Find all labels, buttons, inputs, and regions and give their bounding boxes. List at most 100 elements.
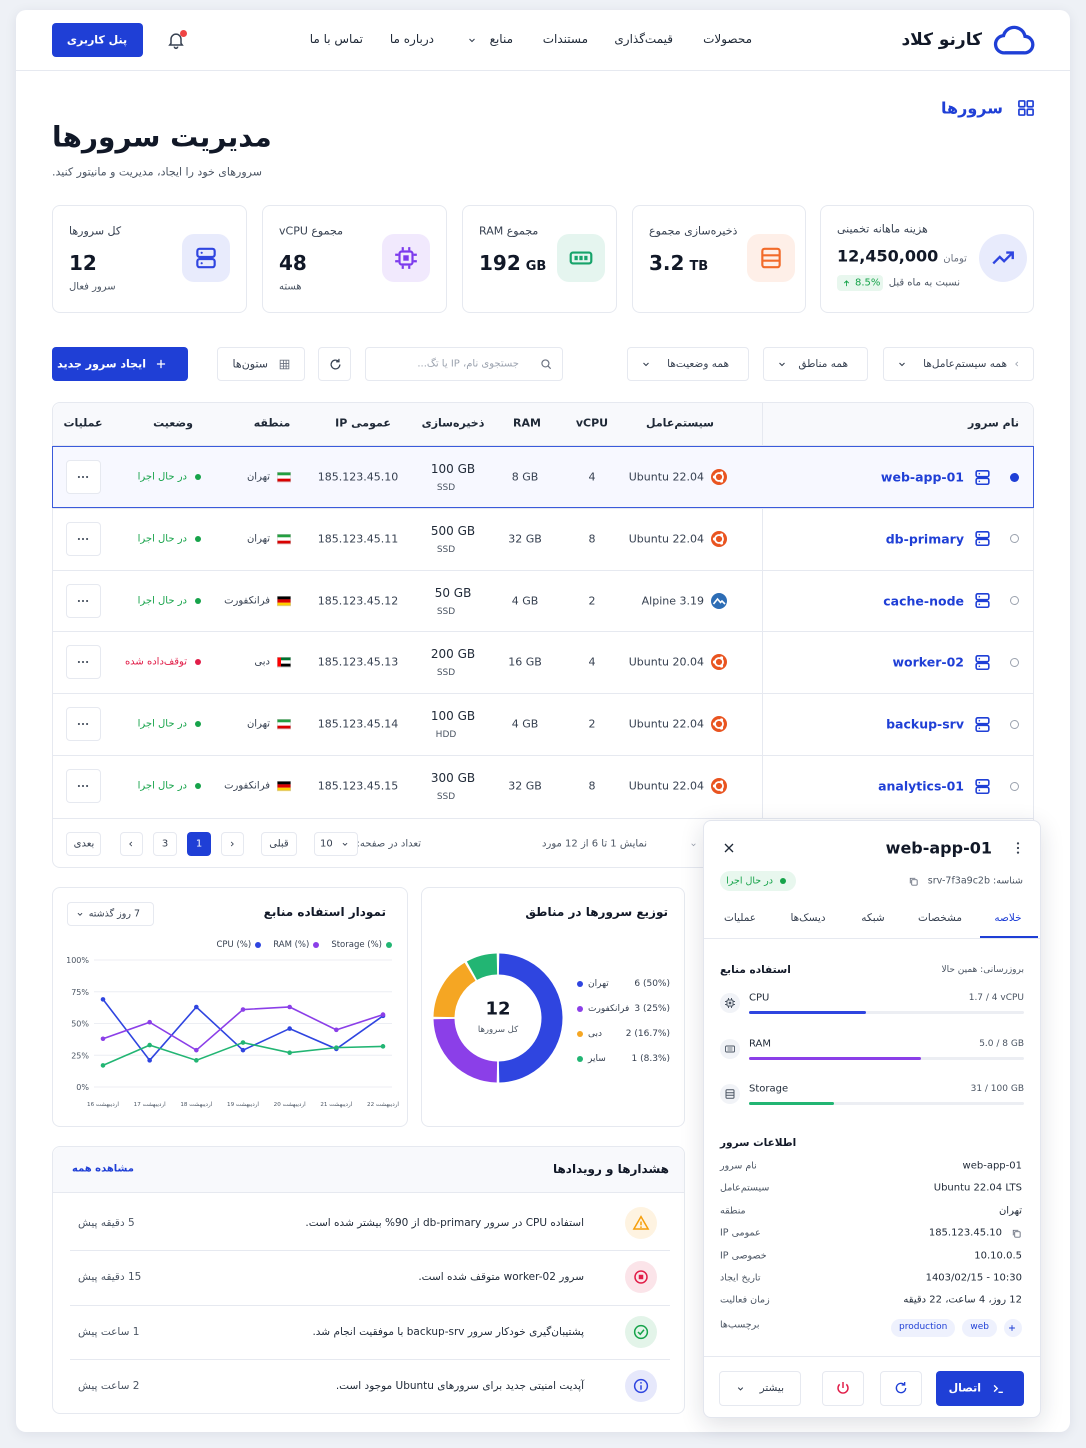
create-label[interactable]: ایجاد سرور جدید xyxy=(57,357,146,371)
icon-part xyxy=(974,716,990,725)
tab[interactable]: دیسک‌ها xyxy=(790,912,826,924)
icon-part xyxy=(579,255,583,261)
server-name[interactable]: worker-02 xyxy=(892,654,964,670)
alert-icon xyxy=(633,1324,649,1339)
row-radio[interactable] xyxy=(1010,781,1019,791)
legend-swatch xyxy=(313,942,320,948)
legend-item: Storage (%) xyxy=(331,940,392,950)
row-radio[interactable] xyxy=(1010,719,1019,729)
icon-part xyxy=(230,841,234,847)
server-name[interactable]: web-app-01 xyxy=(880,469,964,485)
nav-link[interactable]: منابع xyxy=(489,32,513,46)
more-button[interactable] xyxy=(719,1371,801,1406)
page-arrow[interactable] xyxy=(120,832,143,856)
filter-select[interactable] xyxy=(627,347,749,381)
server-name[interactable]: analytics-01 xyxy=(878,778,964,794)
search-box[interactable] xyxy=(365,347,563,381)
os-icon xyxy=(711,530,727,547)
circle xyxy=(719,788,724,792)
details-close xyxy=(724,843,734,853)
icon-part xyxy=(637,1328,645,1335)
icon-part xyxy=(974,724,990,732)
stat-icon xyxy=(992,251,1014,265)
status-pill xyxy=(720,871,796,891)
next[interactable]: بعدی xyxy=(73,838,95,850)
row-radio[interactable] xyxy=(1010,657,1019,667)
nav-link[interactable]: قیمت‌گذاری xyxy=(614,32,673,46)
columns-button[interactable] xyxy=(217,347,305,381)
row-radio[interactable] xyxy=(1010,472,1019,482)
server-name[interactable]: backup-srv xyxy=(886,716,964,732)
rect xyxy=(277,595,291,600)
circle xyxy=(719,726,724,730)
tab[interactable]: عملیات xyxy=(723,912,757,924)
resource-icon-bg xyxy=(720,1084,740,1104)
details-id-label: شناسه: xyxy=(993,875,1023,887)
connect-label[interactable]: اتصال xyxy=(948,1381,981,1395)
filter-label[interactable]: همه وضعیت‌ها xyxy=(667,358,729,370)
panel-button-label[interactable]: پنل کاربری xyxy=(66,33,128,47)
resource-name: RAM xyxy=(749,1038,772,1049)
series-point xyxy=(287,1004,292,1010)
legend-label: Storage (%) xyxy=(331,940,382,950)
tab[interactable]: مشخصات xyxy=(918,912,962,924)
server-name[interactable]: db-primary xyxy=(885,531,964,547)
tab[interactable]: شبکه xyxy=(861,912,885,924)
series-point xyxy=(287,1026,292,1031)
next-button[interactable] xyxy=(66,832,101,856)
tab[interactable]: خلاصه xyxy=(994,912,1022,924)
connect-button[interactable] xyxy=(936,1371,1024,1406)
panel-button[interactable] xyxy=(52,23,143,57)
filter-label[interactable]: همه مناطق xyxy=(798,358,848,370)
nav-link[interactable]: تماس با ما xyxy=(309,32,363,46)
filter-select[interactable] xyxy=(763,347,868,381)
prev[interactable]: قبلی xyxy=(269,838,289,850)
filter-label[interactable]: همه سیستم‌عامل‌ها xyxy=(923,358,1007,370)
columns-label[interactable]: ستون‌ها xyxy=(232,357,268,371)
filter-select[interactable] xyxy=(883,347,1034,381)
alert-icon xyxy=(634,1270,648,1285)
refresh-button[interactable] xyxy=(318,347,351,381)
vcpu: 2 xyxy=(588,594,596,608)
column-header: ذخیره‌سازی xyxy=(421,416,485,430)
power-button[interactable] xyxy=(822,1371,864,1406)
circle xyxy=(719,656,724,660)
row-radio[interactable] xyxy=(1010,534,1019,544)
details-panel xyxy=(703,820,1041,1418)
selected-row[interactable] xyxy=(52,446,1034,508)
range-label[interactable]: 7 روز گذشته xyxy=(88,908,140,920)
icon-part xyxy=(727,1047,733,1050)
page-button[interactable] xyxy=(153,832,177,856)
server-icon xyxy=(974,593,990,609)
alert-icon xyxy=(633,1378,649,1394)
per-page[interactable]: 10 xyxy=(320,838,333,850)
nav-link[interactable]: محصولات xyxy=(703,32,752,46)
stat-value: 3.2 xyxy=(649,251,685,275)
icon-part xyxy=(86,475,89,479)
resource-name: CPU xyxy=(749,992,770,1004)
nav-link[interactable]: درباره ما xyxy=(389,32,434,46)
page-button[interactable] xyxy=(187,832,211,856)
create-button[interactable] xyxy=(52,347,188,381)
server-icon xyxy=(974,716,990,732)
icon-part xyxy=(77,537,80,540)
more-label[interactable]: بیشتر xyxy=(759,1382,784,1394)
restart-button[interactable] xyxy=(880,1371,922,1406)
page-arrow[interactable] xyxy=(221,832,244,856)
icon-part xyxy=(978,719,980,722)
row-radio[interactable] xyxy=(1010,596,1019,606)
server-name[interactable]: cache-node xyxy=(883,593,964,609)
range-select[interactable] xyxy=(67,902,154,926)
filter-chevron xyxy=(899,362,905,367)
nav-link[interactable]: مستندات xyxy=(542,32,588,46)
resource-name: Storage xyxy=(749,1083,789,1095)
prev-button[interactable] xyxy=(261,832,297,856)
row-actions[interactable] xyxy=(66,707,101,742)
series-point xyxy=(147,1058,152,1063)
alerts-view-all[interactable]: مشاهده همه xyxy=(72,1163,134,1175)
page-number[interactable]: 1 xyxy=(195,838,203,850)
icon-part xyxy=(974,593,990,601)
icon-part xyxy=(77,475,80,479)
per-page-select[interactable] xyxy=(314,832,358,856)
page-number[interactable]: 3 xyxy=(161,838,169,850)
